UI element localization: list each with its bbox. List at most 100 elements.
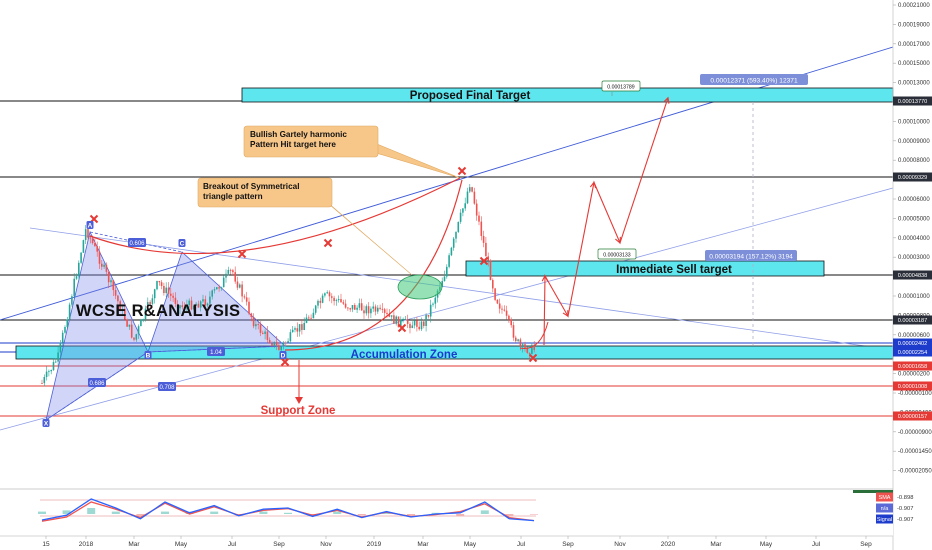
candle-body bbox=[469, 187, 471, 192]
candle-body bbox=[216, 287, 218, 290]
candle-body bbox=[450, 247, 453, 256]
candle-body bbox=[303, 322, 305, 330]
watermark: WCSE R&ANALYSIS bbox=[76, 302, 240, 320]
price-label-bg bbox=[893, 270, 932, 280]
candle-body bbox=[429, 304, 432, 317]
price-label-bg bbox=[893, 96, 932, 106]
candle-body bbox=[94, 243, 96, 247]
y-tick-label: -0.00002050 bbox=[898, 469, 932, 475]
x-marker bbox=[323, 238, 333, 248]
breakout-annotation-text: Breakout of Symmetrical triangle pattern bbox=[203, 182, 300, 201]
candle-body bbox=[222, 277, 225, 288]
candle-body bbox=[232, 270, 234, 273]
measure-label-small-top: 0.00013789 bbox=[601, 80, 641, 92]
candle-body bbox=[172, 295, 174, 298]
sell-target-zone[interactable] bbox=[465, 260, 825, 277]
candle-body bbox=[349, 308, 351, 310]
x-tick-label: Mar bbox=[710, 541, 722, 548]
candle-body bbox=[314, 305, 317, 313]
y-tick-label: 0.00008000 bbox=[898, 158, 930, 164]
candle-body bbox=[176, 303, 179, 309]
candle-body bbox=[119, 301, 121, 311]
candle-body bbox=[91, 238, 94, 244]
candle-body bbox=[48, 371, 50, 373]
candle-body bbox=[105, 264, 108, 272]
x-axis: 15 2018 Mar May Jul Sep Nov 2019 Mar May Jul Sep Nov… bbox=[42, 536, 872, 548]
candle-body bbox=[526, 347, 529, 353]
pattern-point-a: A bbox=[88, 222, 93, 229]
indicator-pane-tag bbox=[853, 490, 893, 493]
final-target-label: Proposed Final Target bbox=[410, 90, 531, 102]
candle-body bbox=[137, 326, 140, 335]
candle-body bbox=[52, 362, 55, 370]
candle-body bbox=[363, 310, 365, 314]
candle-body bbox=[321, 295, 324, 303]
projection-arrowhead bbox=[589, 181, 597, 189]
candle-body bbox=[473, 191, 476, 204]
ratio-bg bbox=[88, 378, 106, 387]
candle-body bbox=[305, 317, 308, 323]
candle-body bbox=[510, 319, 512, 326]
price-label-bg bbox=[893, 315, 932, 325]
candle-body bbox=[517, 339, 519, 342]
candle-body bbox=[112, 280, 115, 291]
candle-body bbox=[236, 281, 239, 288]
candle-body bbox=[266, 331, 269, 340]
candle-body bbox=[45, 371, 48, 378]
candle-body bbox=[475, 203, 478, 216]
candle-body bbox=[528, 352, 531, 354]
candle-body bbox=[478, 215, 480, 222]
candle-body bbox=[101, 263, 103, 267]
indicator-histogram-bar bbox=[530, 514, 538, 515]
indicator-badge-label: Signal bbox=[877, 517, 892, 523]
candle-body bbox=[383, 309, 386, 313]
x-tick-label: Jul bbox=[228, 541, 237, 548]
candle-body bbox=[377, 307, 379, 312]
candle-body bbox=[379, 307, 381, 309]
x-tick-label: Nov bbox=[320, 541, 332, 548]
candle-body bbox=[418, 326, 420, 330]
y-tick-label: 0.00019000 bbox=[898, 22, 930, 28]
breakout-ellipse bbox=[397, 274, 443, 300]
candle-body bbox=[271, 343, 273, 346]
y-tick-label: 0.00000600 bbox=[898, 333, 930, 339]
candle-body bbox=[142, 319, 144, 320]
candle-body bbox=[393, 315, 395, 324]
rounded-arcs bbox=[89, 177, 549, 351]
price-label: 0.00002402 bbox=[898, 341, 928, 347]
lower-trendline bbox=[0, 187, 894, 431]
candle-body bbox=[441, 281, 443, 288]
price-label: 0.00004838 bbox=[898, 273, 928, 279]
ratio-label: 0.708 bbox=[159, 385, 175, 391]
candle-body bbox=[370, 308, 372, 314]
candle-body bbox=[156, 281, 158, 290]
y-tick-label: 0.00021000 bbox=[898, 3, 930, 9]
candle-body bbox=[268, 339, 271, 344]
candle-body bbox=[241, 284, 243, 297]
indicator-badge-label: n/a bbox=[881, 506, 890, 512]
price-label: 0.00001008 bbox=[898, 384, 928, 390]
gartley-annotation-text: Bullish Gartely harmonic Pattern Hit tar… bbox=[250, 130, 347, 149]
indicator-histogram-bar bbox=[357, 514, 366, 516]
candle-body bbox=[199, 301, 202, 308]
price-label-bg bbox=[893, 338, 932, 348]
x-marker bbox=[280, 357, 290, 367]
candle-body bbox=[84, 229, 87, 241]
candle-body bbox=[455, 231, 457, 239]
price-label: 0.00009329 bbox=[898, 175, 928, 181]
candle-body bbox=[459, 212, 462, 222]
measure-label-sell: 0.00003194 (157.12%) 3194 bbox=[705, 250, 797, 261]
candle-body bbox=[492, 279, 494, 289]
projection-path bbox=[541, 96, 670, 346]
final-target-zone[interactable] bbox=[241, 87, 894, 103]
candle-body bbox=[301, 324, 303, 330]
indicator-badge bbox=[876, 514, 893, 524]
candle-body bbox=[158, 281, 161, 283]
projection-arrowhead bbox=[615, 236, 621, 244]
candle-body bbox=[179, 305, 181, 309]
y-tick-label: 0.00010000 bbox=[898, 119, 930, 125]
candle-body bbox=[432, 303, 434, 305]
candle-body bbox=[57, 352, 59, 362]
candle-body bbox=[291, 329, 294, 333]
